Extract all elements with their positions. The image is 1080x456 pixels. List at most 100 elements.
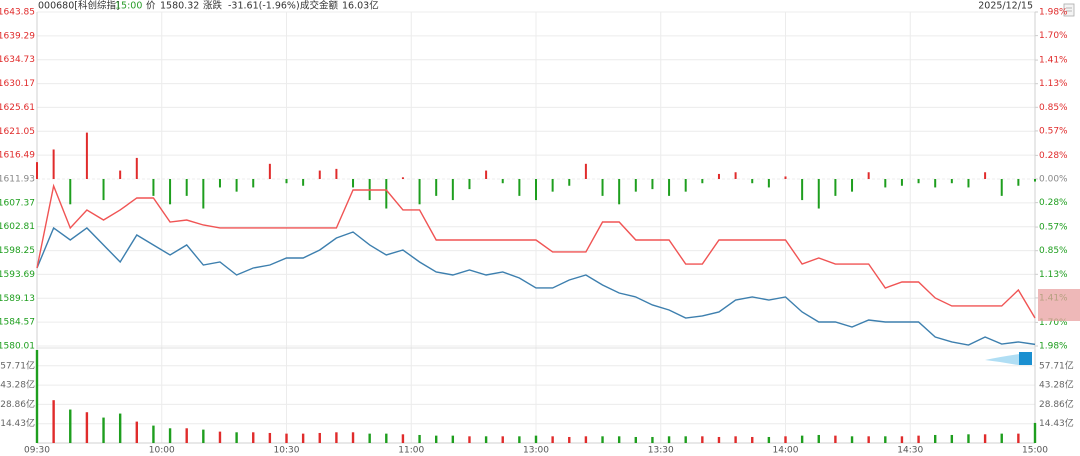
volume-bar bbox=[235, 432, 238, 443]
indicator-bar bbox=[601, 179, 604, 196]
volume-bar bbox=[767, 436, 771, 443]
y2-tick-label: 1.13% bbox=[1039, 79, 1068, 89]
report-icon[interactable] bbox=[1063, 3, 1075, 17]
volume-bar bbox=[1033, 422, 1037, 443]
price-tag-blur bbox=[1038, 289, 1080, 321]
volume-bar bbox=[52, 400, 55, 443]
y2-tick-label: 1.70% bbox=[1039, 318, 1068, 328]
y-tick-label: 43.28亿 bbox=[0, 379, 35, 391]
volume-bar bbox=[850, 436, 854, 443]
y2-tick-label: 43.28亿 bbox=[1039, 379, 1074, 391]
y2-tick-label: 1.13% bbox=[1039, 270, 1068, 280]
volume-bar bbox=[584, 436, 588, 443]
volume-bar bbox=[1017, 433, 1020, 443]
y-tick-label: 1625.61 bbox=[0, 103, 35, 113]
indicator-bar bbox=[634, 179, 637, 192]
volume-bar bbox=[168, 428, 172, 443]
volume-bar bbox=[268, 432, 272, 443]
y2-tick-label: 0.85% bbox=[1039, 246, 1068, 256]
x-tick-label: 10:30 bbox=[274, 446, 300, 456]
y-tick-label: 1598.25 bbox=[0, 246, 35, 256]
volume-bar bbox=[667, 436, 671, 443]
indicator-bar bbox=[751, 179, 754, 184]
indicator-bar bbox=[734, 172, 737, 179]
indicator-bar bbox=[884, 179, 887, 188]
indicator-bar bbox=[485, 170, 488, 179]
volume-bar bbox=[950, 434, 954, 443]
indicator-bar bbox=[717, 173, 720, 179]
date: 2025/12/15 bbox=[978, 1, 1033, 12]
indicator-bar bbox=[169, 179, 172, 205]
indicator-bar bbox=[817, 179, 820, 209]
y-tick-label: 14.43亿 bbox=[0, 417, 35, 429]
indicator-bar bbox=[418, 179, 421, 205]
indicator-bar bbox=[451, 179, 454, 201]
indicator-bar bbox=[917, 179, 920, 184]
volume-bar bbox=[518, 436, 521, 443]
volume-bar bbox=[1000, 433, 1003, 443]
y2-tick-label: 1.98% bbox=[1039, 342, 1068, 352]
indicator-bar bbox=[468, 179, 471, 190]
y2-tick-label: 0.00% bbox=[1039, 175, 1068, 185]
volume-bar bbox=[185, 428, 188, 443]
volume-bar bbox=[501, 436, 504, 443]
volume-bar bbox=[484, 436, 488, 443]
indicator-bar bbox=[318, 170, 321, 179]
y-tick-label: 1621.05 bbox=[0, 127, 35, 137]
y2-tick-label: 0.85% bbox=[1039, 103, 1068, 113]
indicator-bar bbox=[834, 179, 837, 196]
volume-bar bbox=[451, 435, 455, 443]
x-tick-label: 14:30 bbox=[897, 446, 923, 456]
indicator-bar bbox=[268, 163, 271, 179]
volume-bar bbox=[418, 434, 421, 443]
volume-bar bbox=[202, 429, 205, 443]
indicator-bar bbox=[651, 179, 654, 190]
indicator-bar bbox=[252, 179, 255, 188]
y-tick-label: 1630.17 bbox=[0, 79, 35, 89]
price-line bbox=[36, 226, 1036, 346]
indicator-bar bbox=[1000, 179, 1003, 196]
volume-bar bbox=[900, 436, 904, 443]
volume-bar bbox=[734, 436, 737, 443]
indicator-bar bbox=[102, 179, 105, 201]
y-tick-label: 1643.85 bbox=[0, 8, 35, 18]
y-tick-label: 1634.73 bbox=[0, 55, 35, 65]
plot: 1643.85 1639.29 1634.73 1630.17 1625.61 1621.… bbox=[0, 8, 1074, 456]
volume-bar bbox=[651, 436, 654, 443]
indicator-bar bbox=[435, 179, 438, 196]
volume-bar bbox=[385, 433, 388, 443]
y-tick-label: 1593.69 bbox=[0, 270, 35, 280]
indicator-bar bbox=[535, 179, 537, 201]
volume-bar bbox=[301, 433, 305, 443]
volume-bar bbox=[884, 436, 887, 443]
indicator-bar bbox=[551, 179, 554, 192]
indicator-bar bbox=[568, 179, 571, 186]
icon-body[interactable] bbox=[1063, 3, 1075, 17]
volume-bar bbox=[252, 432, 255, 443]
y2-tick-label: 1.41% bbox=[1039, 56, 1068, 66]
y-tick-label: 1584.57 bbox=[0, 318, 35, 328]
indicator-bar bbox=[950, 179, 953, 184]
indicator-bar bbox=[235, 179, 238, 192]
volume-bar bbox=[35, 350, 39, 443]
y2-tick-label: 0.28% bbox=[1039, 151, 1068, 161]
volume-bar bbox=[401, 434, 405, 443]
indicator-bar bbox=[302, 179, 305, 186]
indicator-bar bbox=[202, 179, 205, 209]
indicator-bar bbox=[335, 168, 338, 179]
volume-bar bbox=[135, 421, 138, 443]
volume-bar bbox=[817, 434, 820, 443]
x-tick-label: 13:30 bbox=[648, 446, 674, 456]
y-tick-label: 57.71亿 bbox=[0, 359, 35, 371]
indicator-bar bbox=[1034, 179, 1036, 182]
indicator-bar bbox=[801, 179, 804, 201]
indicator-bar bbox=[618, 179, 621, 205]
change-label: 涨跌 bbox=[203, 0, 223, 12]
volume-bar bbox=[867, 436, 870, 443]
indicator-bar bbox=[69, 179, 72, 205]
indicator-bar bbox=[1017, 179, 1020, 186]
indicator-bar bbox=[36, 162, 38, 179]
y-tick-label: 1616.49 bbox=[0, 151, 35, 161]
indicator-bar bbox=[52, 149, 55, 179]
y-tick-label: 1602.81 bbox=[0, 222, 35, 232]
